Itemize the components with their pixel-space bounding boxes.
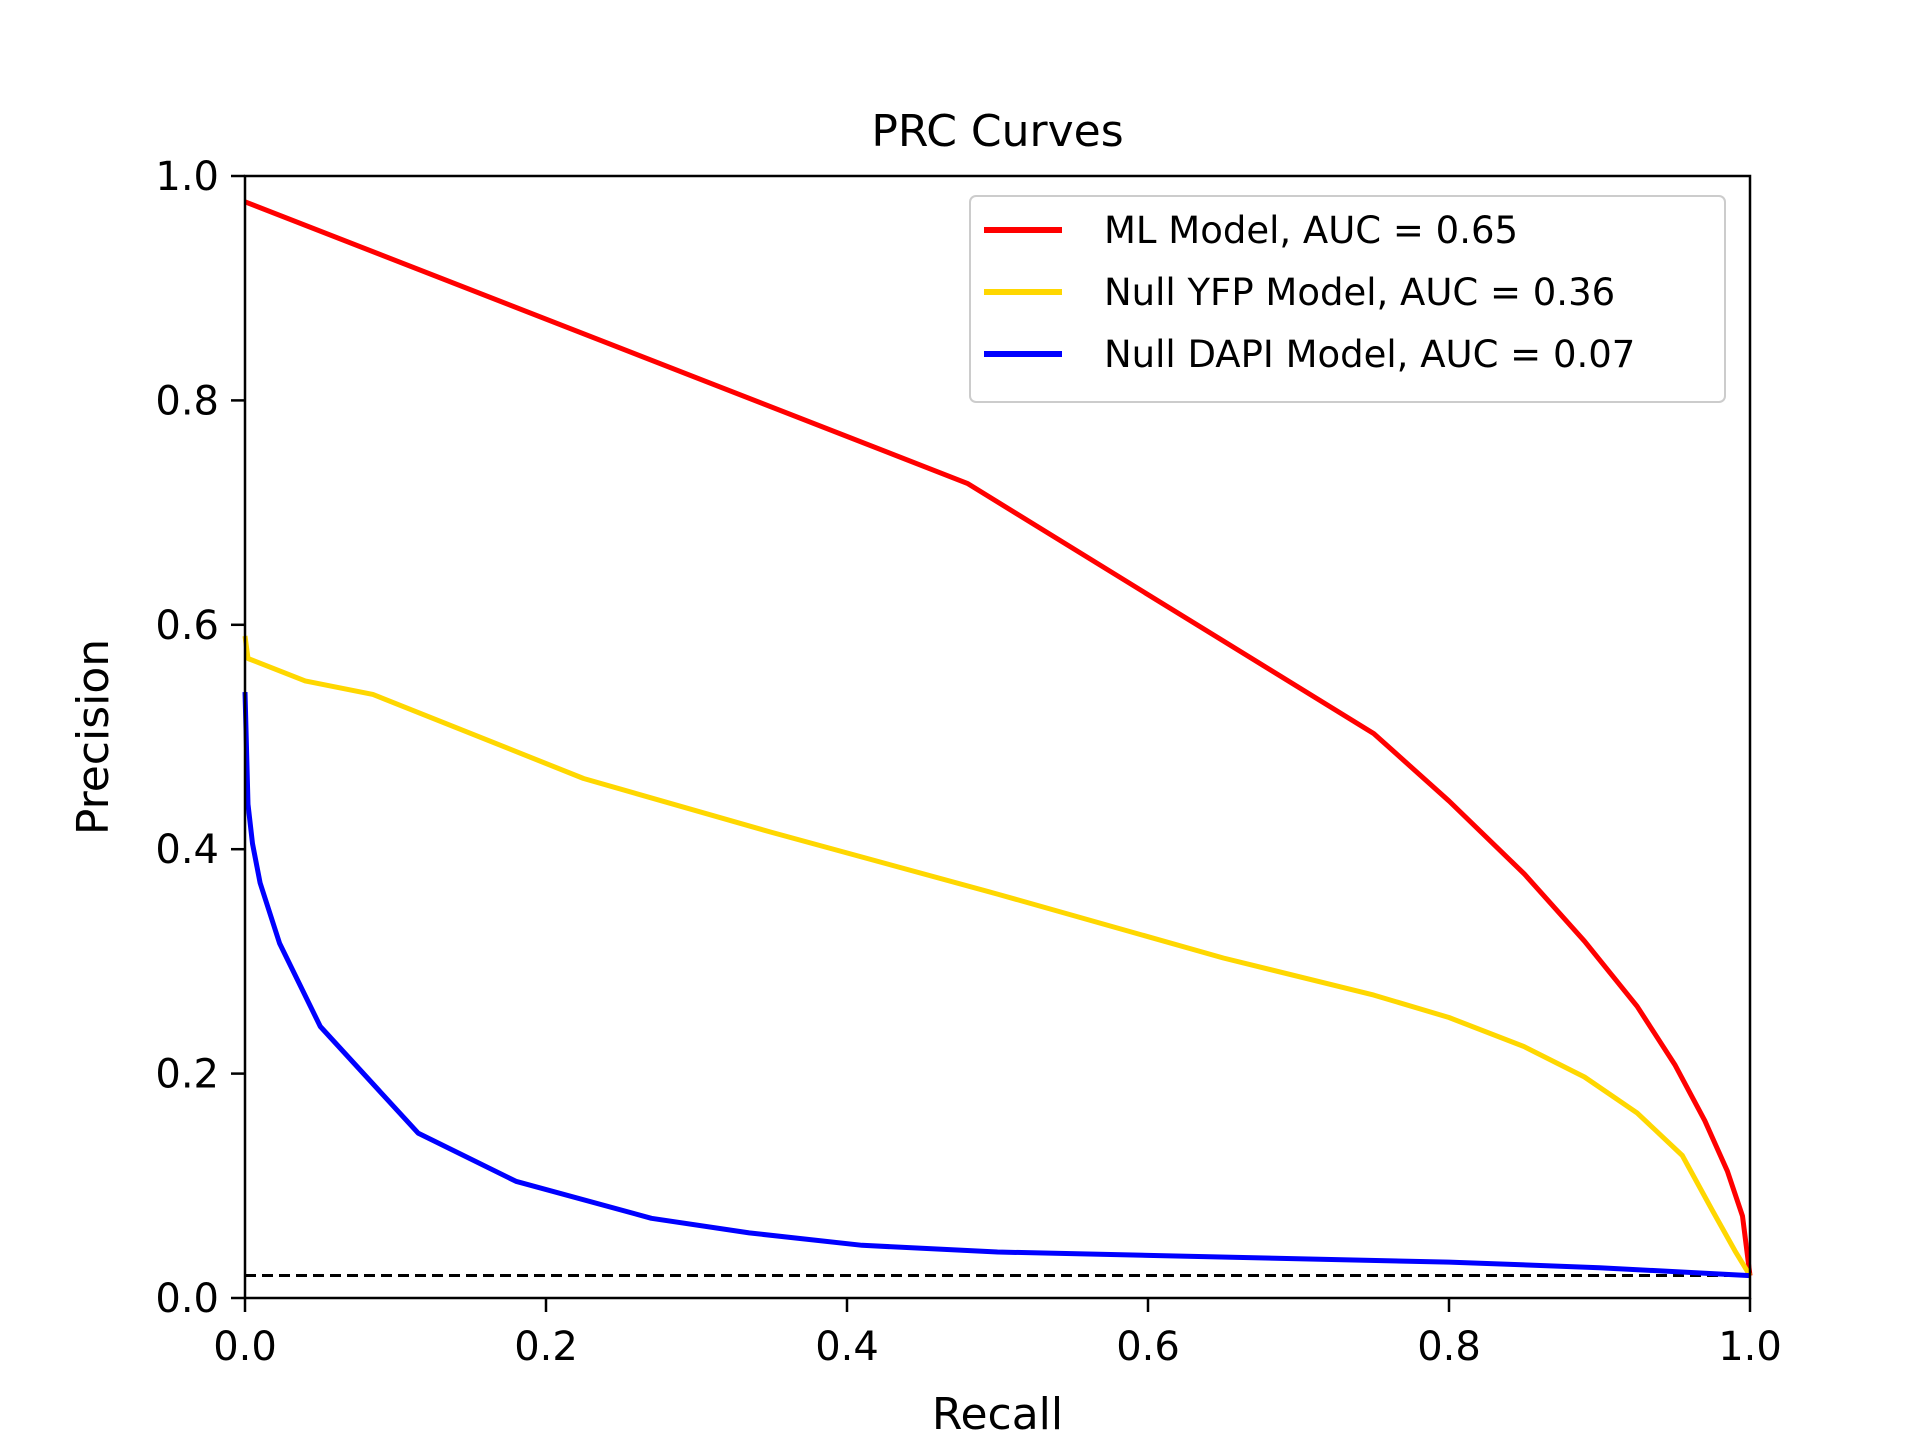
- y-tick-label: 0.6: [155, 603, 219, 649]
- y-tick-label: 0.4: [155, 827, 219, 873]
- y-tick-label: 0.2: [155, 1052, 219, 1098]
- y-tick-label: 0.8: [155, 378, 219, 424]
- axes-layer: 0.0 0.2 0.4 0.6 0.8 1.0 0.0 0.2 0.4 0.6 0.8 1.0: [155, 154, 1781, 1370]
- y-tick-label: 0.0: [155, 1276, 219, 1322]
- legend-label-1: Null YFP Model, AUC = 0.36: [1104, 271, 1615, 314]
- series-layer: [242, 199, 1753, 1279]
- series-line-0: [244, 199, 1753, 1276]
- y-tick-label: 1.0: [155, 154, 219, 200]
- series-line-2: [242, 692, 1751, 1279]
- legend: ML Model, AUC = 0.65 Null YFP Model, AUC …: [969, 195, 1726, 403]
- chart-title: PRC Curves: [871, 106, 1123, 157]
- x-tick-label: 0.8: [1417, 1324, 1481, 1370]
- x-tick-label: 0.4: [815, 1324, 879, 1370]
- x-tick-label: 0.6: [1116, 1324, 1180, 1370]
- x-axis-label: Recall: [932, 1389, 1063, 1440]
- plot-frame: [243, 174, 1752, 1300]
- legend-box: [969, 195, 1726, 403]
- x-tick-label: 0.2: [514, 1324, 578, 1370]
- legend-label-0: ML Model, AUC = 0.65: [1104, 209, 1518, 252]
- x-tick-label: 0.0: [213, 1324, 277, 1370]
- x-tick-label: 1.0: [1718, 1324, 1782, 1370]
- legend-label-2: Null DAPI Model, AUC = 0.07: [1104, 333, 1635, 376]
- series-line-1: [242, 635, 1753, 1277]
- y-axis-label: Precision: [68, 639, 119, 835]
